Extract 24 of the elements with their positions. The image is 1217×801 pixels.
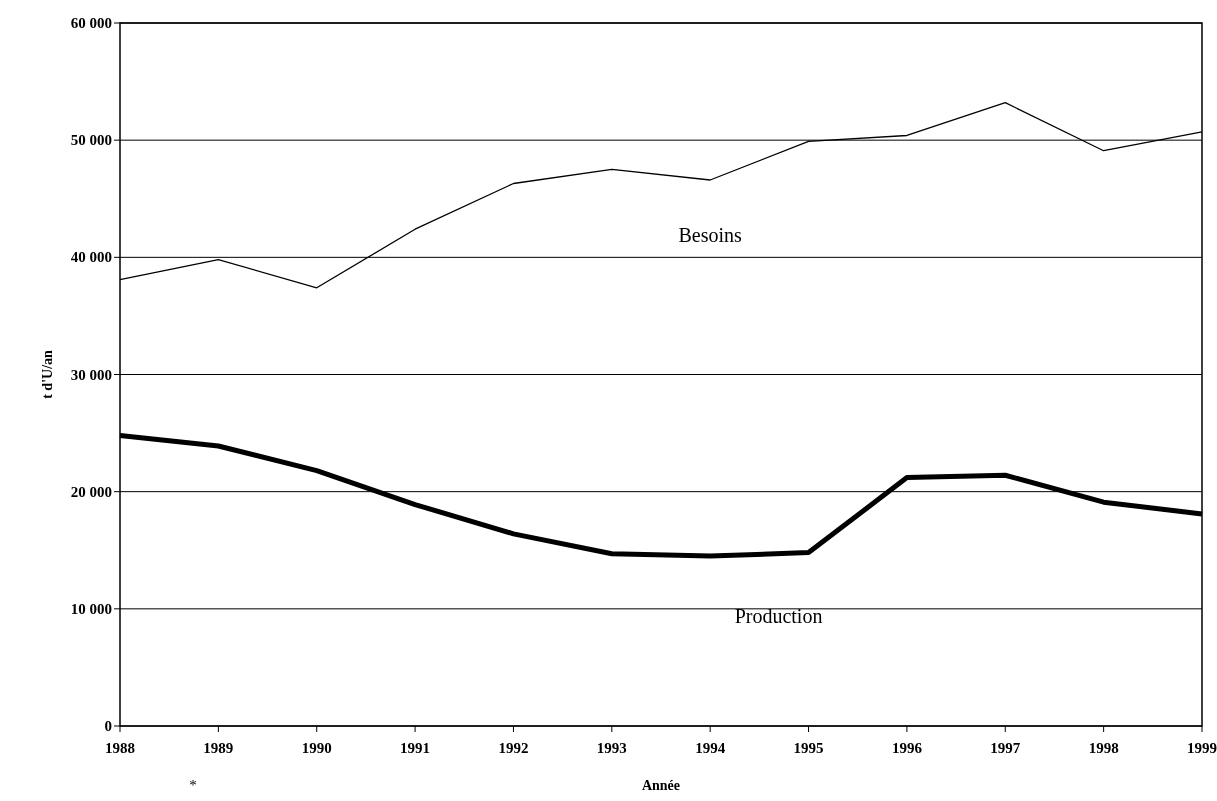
text: * <box>189 777 197 793</box>
x-tick-label: 1997 <box>990 740 1021 756</box>
y-axis-title: t d'U/an <box>40 349 55 399</box>
y-tick-label: 0 <box>104 718 112 734</box>
y-tick-label: 40 000 <box>70 249 112 266</box>
x-tick-label: 1988 <box>105 740 135 756</box>
x-tick-label: 1994 <box>695 740 726 756</box>
x-axis-title: Année <box>641 778 681 793</box>
x-tick-label: 1993 <box>596 740 627 756</box>
x-tick-label: 1996 <box>891 740 923 756</box>
text: Production <box>734 604 823 627</box>
y-tick-label: 20 000 <box>70 483 112 500</box>
y-tick-label: 30 000 <box>70 366 112 383</box>
x-tick-label: 1990 <box>301 740 332 756</box>
x-tick-label: 1991 <box>400 740 431 756</box>
y-tick-label: 50 000 <box>70 132 112 149</box>
y-tick-label: 60 000 <box>70 15 112 31</box>
x-tick-label: 1998 <box>1088 740 1119 756</box>
x-tick-label: 1995 <box>793 740 824 756</box>
x-tick-label: 1989 <box>203 740 234 756</box>
y-tick-label: 10 000 <box>70 600 112 617</box>
x-tick-label: 1992 <box>498 740 529 756</box>
x-tick-label: 1999 <box>1187 740 1217 756</box>
text: Besoins <box>678 224 743 246</box>
